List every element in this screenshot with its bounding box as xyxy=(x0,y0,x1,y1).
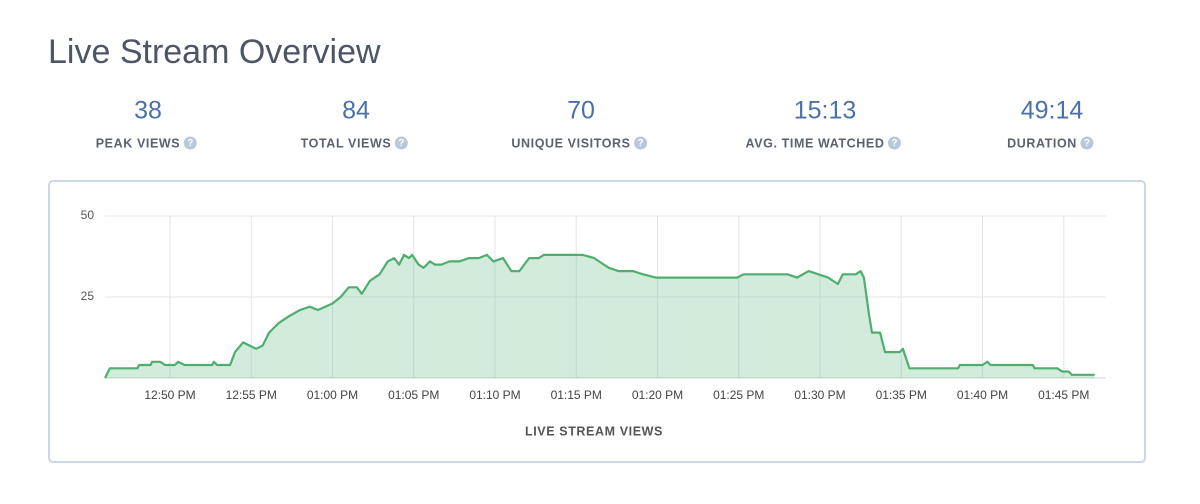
x-tick-label: 01:40 PM xyxy=(957,388,1008,402)
x-tick-label: 01:05 PM xyxy=(388,388,439,402)
x-tick-label: 12:55 PM xyxy=(226,388,277,402)
stat-label: DURATION xyxy=(1007,136,1077,150)
stat-label: TOTAL VIEWS xyxy=(301,136,392,150)
help-icon xyxy=(634,136,648,150)
x-tick-label: 01:35 PM xyxy=(876,388,927,402)
x-tick-label: 01:25 PM xyxy=(713,388,764,402)
x-tick-label: 01:15 PM xyxy=(551,388,602,402)
area-line xyxy=(104,253,1095,379)
y-tick-label: 25 xyxy=(81,289,95,303)
area-fill xyxy=(105,254,1095,378)
help-icon xyxy=(887,136,901,150)
help-icon-glyph: ? xyxy=(1084,138,1090,149)
help-icon xyxy=(394,136,408,150)
x-axis-label: LIVE STREAM VIEWS xyxy=(525,424,663,438)
help-icon-glyph: ? xyxy=(398,138,404,149)
stat-label: UNIQUE VISITORS xyxy=(511,136,630,150)
stat-value: 49:14 xyxy=(1021,97,1084,125)
stat-value: 15:13 xyxy=(794,97,857,125)
x-tick-label: 12:50 PM xyxy=(144,388,195,402)
stat-value: 70 xyxy=(567,97,595,125)
stat-value: 84 xyxy=(342,97,370,125)
y-tick-label: 50 xyxy=(81,208,95,222)
help-icon xyxy=(183,136,197,150)
stat-label: AVG. TIME WATCHED xyxy=(746,136,885,150)
x-tick-label: 01:30 PM xyxy=(794,388,845,402)
x-tick-label: 01:00 PM xyxy=(307,388,358,402)
help-icon xyxy=(1080,136,1094,150)
help-icon-glyph: ? xyxy=(891,138,897,149)
page-title: Live Stream Overview xyxy=(48,33,381,71)
x-tick-label: 01:45 PM xyxy=(1038,388,1089,402)
help-icon-glyph: ? xyxy=(187,138,193,149)
x-tick-label: 01:20 PM xyxy=(632,388,683,402)
x-tick-label: 01:10 PM xyxy=(469,388,520,402)
chart-card xyxy=(48,180,1146,463)
stat-value: 38 xyxy=(134,97,162,125)
help-icon-glyph: ? xyxy=(638,138,644,149)
stat-label: PEAK VIEWS xyxy=(96,136,181,150)
